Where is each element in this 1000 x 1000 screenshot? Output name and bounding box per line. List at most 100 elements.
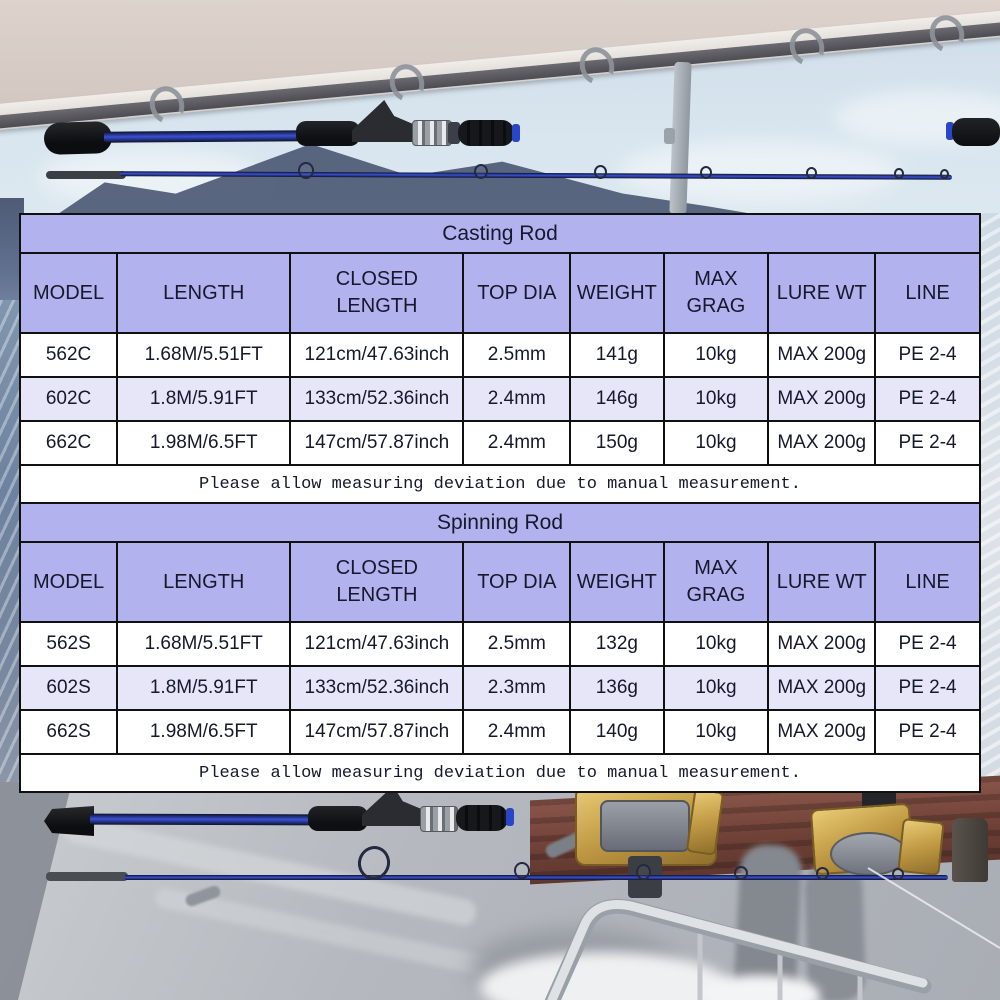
spec-cell: 602C xyxy=(18,376,119,422)
spec-row: 662S 1.98M/6.5FT 147cm/57.87inch 2.4mm 140g 1… xyxy=(18,709,981,755)
spec-cell: PE 2-4 xyxy=(874,621,981,667)
rod-tip-butt xyxy=(46,171,126,179)
rod-blank xyxy=(103,130,310,143)
spec-row: 662C 1.98M/6.5FT 147cm/57.87inch 2.4mm 150g 1… xyxy=(18,420,981,466)
spec-cell: 1.68M/5.51FT xyxy=(116,621,292,667)
spec-cell: 10kg xyxy=(662,621,770,667)
rod-fore-grip xyxy=(458,120,514,146)
column-header: MODEL xyxy=(18,252,119,334)
casting-rod-table: Casting Rod MODEL LENGTH CLOSED LENGTH TOP … xyxy=(18,213,981,504)
spinning-rod-table: Spinning Rod MODEL LENGTH CLOSED LENGTH TOP… xyxy=(18,502,981,793)
person-shadow xyxy=(803,861,867,1000)
deck-post xyxy=(952,818,988,882)
column-header: LINE xyxy=(874,541,981,623)
spec-cell: 2.4mm xyxy=(462,420,572,466)
spec-cell: MAX 200g xyxy=(767,709,877,755)
spec-cell: 1.98M/6.5FT xyxy=(116,709,292,755)
rod-rear-grip xyxy=(308,806,368,831)
spec-row: 602S 1.8M/5.91FT 133cm/52.36inch 2.3mm 136g 1… xyxy=(18,665,981,711)
rod-guide xyxy=(734,866,748,880)
rod-blank xyxy=(89,813,316,826)
spec-cell: PE 2-4 xyxy=(874,709,981,755)
spec-cell: 121cm/47.63inch xyxy=(289,332,465,378)
column-header: LURE WT xyxy=(767,252,877,334)
spec-cell: MAX 200g xyxy=(767,621,877,667)
column-header: MAX GRAG xyxy=(662,252,770,334)
rod-guide xyxy=(514,862,530,879)
spec-row: 602C 1.8M/5.91FT 133cm/52.36inch 2.4mm 146g 1… xyxy=(18,376,981,422)
spec-cell: 562S xyxy=(18,621,119,667)
spec-cell: 10kg xyxy=(662,376,770,422)
spec-cell: 1.8M/5.91FT xyxy=(116,376,292,422)
column-header-row: MODEL LENGTH CLOSED LENGTH TOP DIA WEIGHT MAX… xyxy=(18,541,981,623)
column-header: LINE xyxy=(874,252,981,334)
spec-cell: 2.5mm xyxy=(462,621,572,667)
reel-seat-metal-ring xyxy=(420,806,458,832)
rod-grip-fragment xyxy=(952,118,1000,146)
rod-guide xyxy=(806,167,817,179)
rod-blue-trim xyxy=(946,122,954,140)
spec-cell: 10kg xyxy=(662,420,770,466)
cloud xyxy=(620,142,900,202)
rod-butt-grip xyxy=(44,806,94,836)
column-header: CLOSED LENGTH xyxy=(289,252,465,334)
spec-cell: 141g xyxy=(569,332,665,378)
spec-cell: 662S xyxy=(18,709,119,755)
spec-cell: 132g xyxy=(569,621,665,667)
rod-blue-trim xyxy=(512,124,520,142)
spec-cell: 562C xyxy=(18,332,119,378)
rod-tip-blank xyxy=(124,875,948,880)
spec-cell: 147cm/57.87inch xyxy=(289,420,465,466)
rod-guide xyxy=(298,162,314,179)
spec-cell: 1.8M/5.91FT xyxy=(116,665,292,711)
table-title: Casting Rod xyxy=(19,213,981,254)
spec-cell: 2.3mm xyxy=(462,665,572,711)
rod-fore-grip xyxy=(456,805,508,831)
spec-cell: 133cm/52.36inch xyxy=(289,665,465,711)
table-note: Please allow measuring deviation due to … xyxy=(19,464,981,504)
spec-cell: 140g xyxy=(569,709,665,755)
spec-cell: MAX 200g xyxy=(767,332,877,378)
column-header: WEIGHT xyxy=(569,252,665,334)
rod-guide xyxy=(700,166,712,179)
column-header: MAX GRAG xyxy=(662,541,770,623)
spec-cell: 1.68M/5.51FT xyxy=(116,332,292,378)
column-header: TOP DIA xyxy=(462,252,572,334)
spec-cell: 150g xyxy=(569,420,665,466)
spec-cell: 2.4mm xyxy=(462,709,572,755)
rod-guide xyxy=(894,168,904,179)
spec-cell: 121cm/47.63inch xyxy=(289,621,465,667)
column-header: LURE WT xyxy=(767,541,877,623)
reel-hardware xyxy=(897,817,945,877)
spec-cell: 2.5mm xyxy=(462,332,572,378)
spec-cell: MAX 200g xyxy=(767,665,877,711)
reel-seat-metal-ring xyxy=(412,120,452,146)
reel-seat-ring xyxy=(448,122,460,144)
rod-guide xyxy=(816,867,829,880)
column-header: TOP DIA xyxy=(462,541,572,623)
column-header: MODEL xyxy=(18,541,119,623)
spec-cell: PE 2-4 xyxy=(874,420,981,466)
spec-cell: 136g xyxy=(569,665,665,711)
rod-tip-butt xyxy=(46,872,128,881)
reel-spool xyxy=(600,800,690,852)
spec-cell: 10kg xyxy=(662,332,770,378)
spec-cell: 2.4mm xyxy=(462,376,572,422)
spec-cell: 10kg xyxy=(662,709,770,755)
pole-fitting xyxy=(664,128,675,144)
spec-cell: MAX 200g xyxy=(767,420,877,466)
table-note: Please allow measuring deviation due to … xyxy=(19,753,981,793)
rod-rear-grip xyxy=(296,121,360,146)
rod-blue-trim xyxy=(506,808,514,826)
spec-row: 562S 1.68M/5.51FT 121cm/47.63inch 2.5mm 132g… xyxy=(18,621,981,667)
spec-cell: MAX 200g xyxy=(767,376,877,422)
spec-cell: 146g xyxy=(569,376,665,422)
spec-cell: PE 2-4 xyxy=(874,332,981,378)
spec-cell: 147cm/57.87inch xyxy=(289,709,465,755)
rod-guide xyxy=(474,164,488,179)
rod-butt-grip xyxy=(43,121,113,155)
rod-guide xyxy=(892,868,904,880)
spec-cell: PE 2-4 xyxy=(874,376,981,422)
column-header-row: MODEL LENGTH CLOSED LENGTH TOP DIA WEIGHT MAX… xyxy=(18,252,981,334)
